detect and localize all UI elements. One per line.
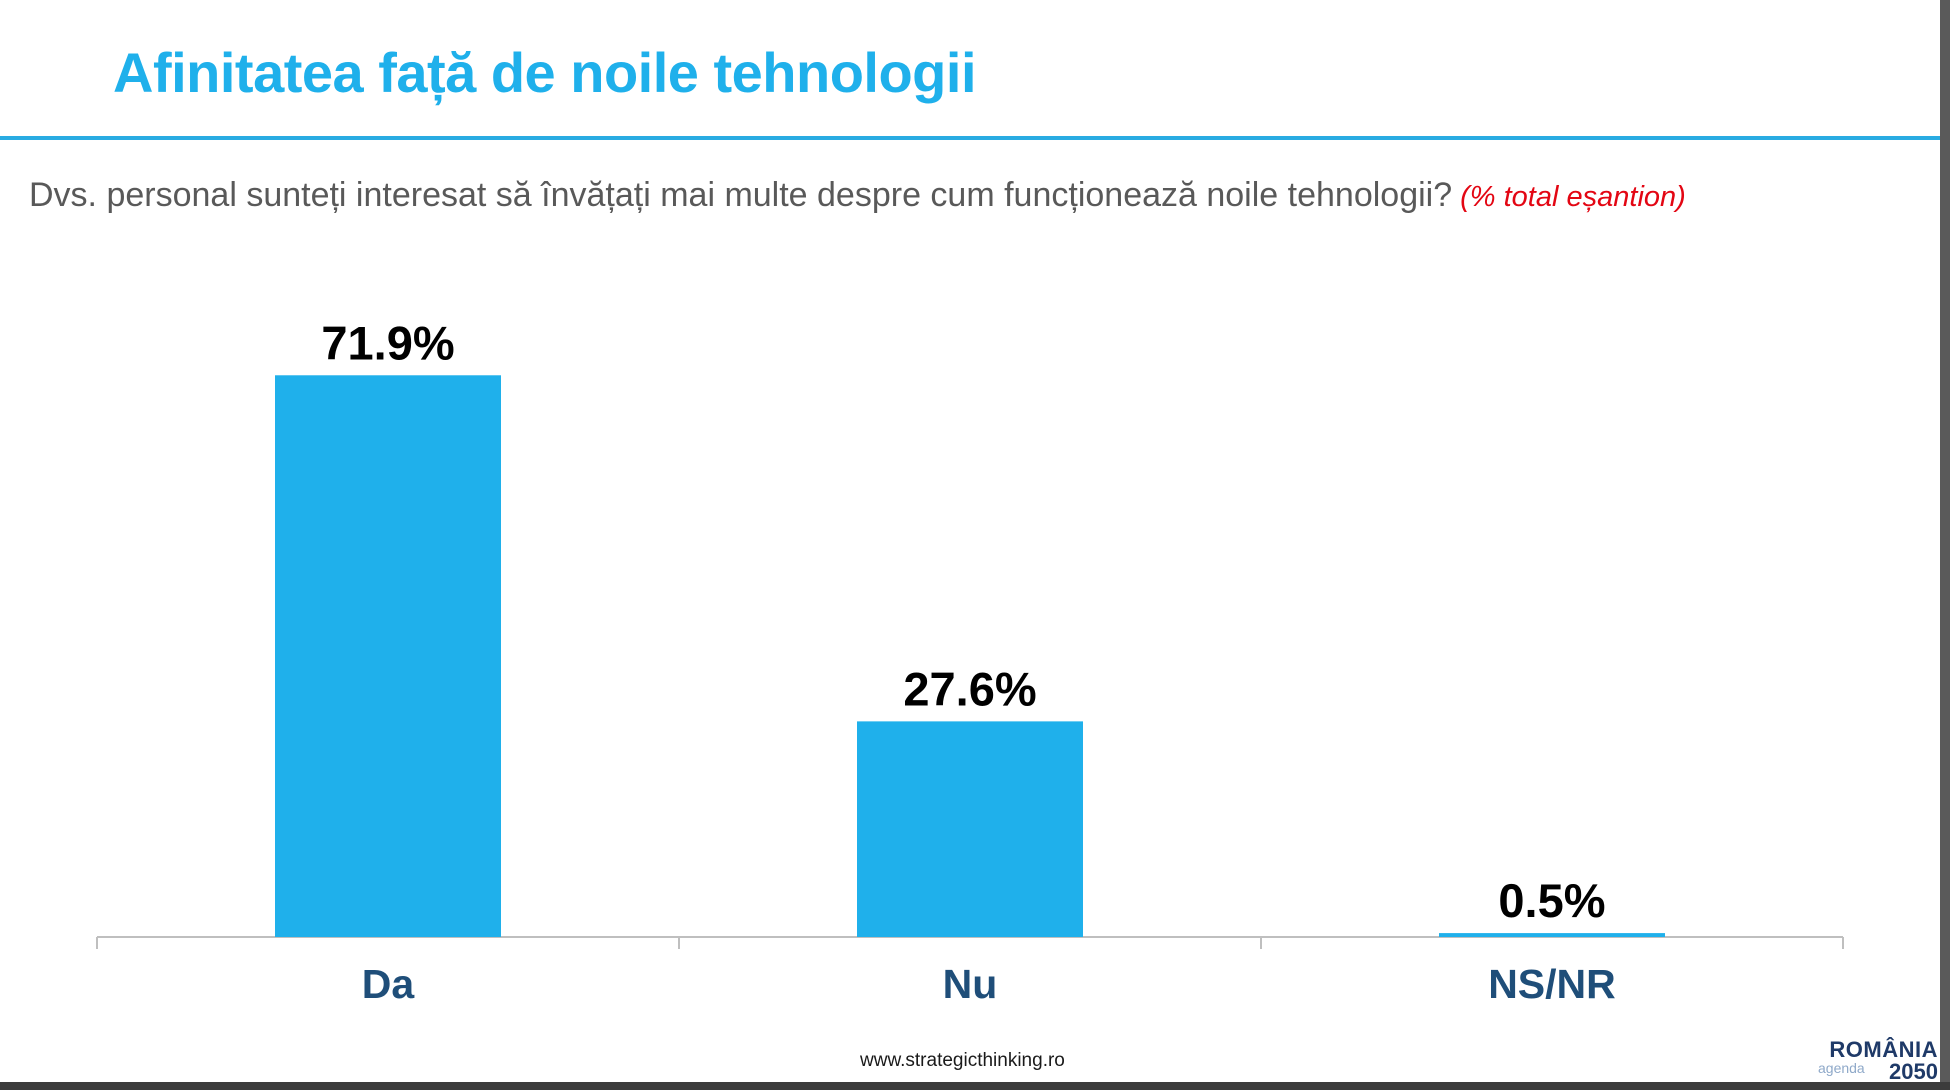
question-text: Dvs. personal sunteți interesat să învăț…	[29, 176, 1453, 214]
category-label: NS/NR	[1488, 961, 1616, 1007]
data-label: 0.5%	[1498, 874, 1605, 927]
bar-nu	[857, 721, 1083, 937]
romania-2050-logo: ROMÂNIA agenda 2050	[1814, 1037, 1938, 1084]
logo-line-2050: 2050	[1889, 1059, 1938, 1084]
category-label: Nu	[943, 961, 998, 1007]
data-label: 27.6%	[903, 662, 1036, 715]
category-label: Da	[362, 961, 416, 1007]
window-edge-right	[1940, 0, 1950, 1090]
logo-line-agenda: agenda	[1818, 1060, 1865, 1076]
data-label: 71.9%	[321, 316, 454, 369]
slide-title: Afinitatea față de noile tehnologii	[113, 41, 977, 104]
survey-question: Dvs. personal sunteți interesat să învăț…	[29, 176, 1686, 215]
sample-note: (% total eșantion)	[1460, 181, 1686, 213]
window-edge-bottom	[0, 1082, 1950, 1090]
logo-line-romania: ROMÂNIA	[1829, 1037, 1938, 1062]
bar-ns-nr	[1439, 933, 1665, 937]
bar-da	[275, 375, 501, 937]
title-divider	[0, 136, 1940, 140]
footer-url: www.strategicthinking.ro	[860, 1050, 1065, 1071]
